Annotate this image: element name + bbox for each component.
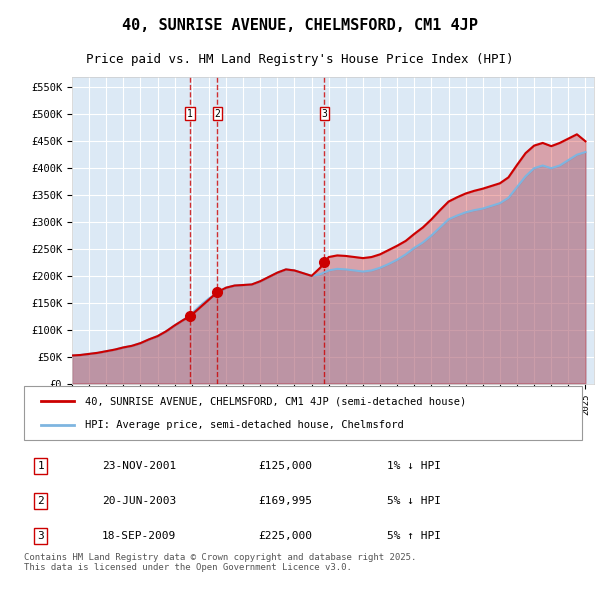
Text: 1: 1 (37, 461, 44, 471)
Text: 3: 3 (322, 109, 328, 119)
Text: £125,000: £125,000 (259, 461, 313, 471)
Text: 2: 2 (37, 496, 44, 506)
Text: 20-JUN-2003: 20-JUN-2003 (102, 496, 176, 506)
Text: Price paid vs. HM Land Registry's House Price Index (HPI): Price paid vs. HM Land Registry's House … (86, 53, 514, 66)
Text: 18-SEP-2009: 18-SEP-2009 (102, 531, 176, 541)
Text: £169,995: £169,995 (259, 496, 313, 506)
Text: 1% ↓ HPI: 1% ↓ HPI (387, 461, 440, 471)
Text: Contains HM Land Registry data © Crown copyright and database right 2025.
This d: Contains HM Land Registry data © Crown c… (24, 553, 416, 572)
Text: 3: 3 (37, 531, 44, 541)
Text: HPI: Average price, semi-detached house, Chelmsford: HPI: Average price, semi-detached house,… (85, 419, 404, 430)
Text: 5% ↓ HPI: 5% ↓ HPI (387, 496, 440, 506)
Text: 40, SUNRISE AVENUE, CHELMSFORD, CM1 4JP (semi-detached house): 40, SUNRISE AVENUE, CHELMSFORD, CM1 4JP … (85, 396, 467, 407)
Text: 5% ↑ HPI: 5% ↑ HPI (387, 531, 440, 541)
FancyBboxPatch shape (24, 386, 582, 440)
Text: 40, SUNRISE AVENUE, CHELMSFORD, CM1 4JP: 40, SUNRISE AVENUE, CHELMSFORD, CM1 4JP (122, 18, 478, 32)
Text: 2: 2 (215, 109, 220, 119)
Text: 1: 1 (187, 109, 193, 119)
Text: £225,000: £225,000 (259, 531, 313, 541)
Text: 23-NOV-2001: 23-NOV-2001 (102, 461, 176, 471)
